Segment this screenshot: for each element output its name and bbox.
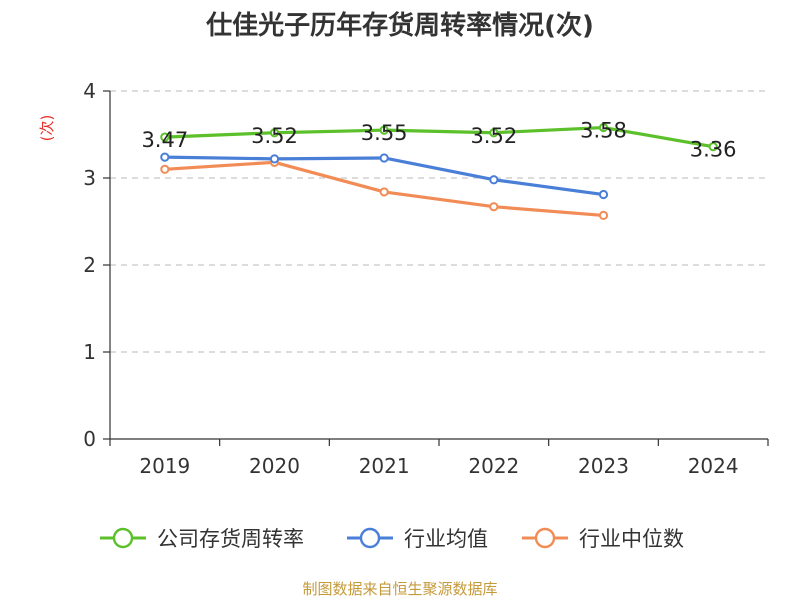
legend-marker: [359, 527, 381, 549]
series-1: [160, 122, 718, 152]
y-axis-label: (次): [38, 115, 56, 142]
data-point: [269, 128, 280, 138]
legend-label: 公司存货周转率: [157, 527, 304, 551]
data-point: [489, 175, 499, 185]
x-tick-label-2021: 2021: [359, 454, 410, 478]
data-point: [489, 202, 499, 212]
data-point: [598, 210, 609, 221]
data-point: [269, 154, 280, 164]
y-tick-label-3: 3: [83, 166, 96, 190]
y-tick-label-4: 4: [83, 79, 96, 103]
series-3: [160, 157, 609, 221]
data-point: [598, 189, 609, 200]
source-note: 制图数据来自恒生聚源数据库: [302, 580, 497, 598]
legend-marker: [112, 527, 134, 549]
legend: 公司存货周转率 行业均值 行业中位数: [100, 527, 684, 551]
data-point: [379, 125, 389, 135]
data-point: [379, 153, 389, 163]
axes: 0 1 2 3 4 2019 2020 2021 2022 2023 2024: [83, 79, 769, 478]
data-point: [708, 142, 718, 152]
data-label: 3.36: [690, 138, 737, 162]
series-line-1: [164, 125, 714, 149]
data-point: [379, 187, 389, 197]
y-tick-label-0: 0: [83, 427, 96, 451]
data-point: [598, 122, 609, 133]
data-label: 3.58: [580, 119, 627, 143]
data-point: [160, 132, 170, 142]
legend-item-1: 公司存货周转率: [100, 527, 304, 551]
x-tick-label-2022: 2022: [468, 454, 519, 478]
data-point: [160, 164, 170, 174]
x-tick-label-2019: 2019: [139, 454, 190, 478]
legend-item-2: 行业均值: [347, 527, 488, 551]
data-label: 3.55: [361, 121, 408, 145]
data-point: [489, 128, 499, 138]
y-tick-label-1: 1: [83, 340, 96, 364]
x-tick-label-2024: 2024: [688, 454, 739, 478]
legend-label: 行业均值: [404, 527, 488, 551]
data-label: 3.52: [470, 124, 517, 148]
data-labels: 3.47 3.52 3.55 3.52 3.58 3.36: [141, 119, 736, 162]
legend-marker: [534, 527, 556, 549]
data-point: [160, 152, 170, 162]
data-label: 3.52: [251, 124, 298, 148]
y-tick-label-2: 2: [83, 253, 96, 277]
data-label: 3.47: [141, 128, 188, 152]
legend-label: 行业中位数: [579, 527, 684, 551]
x-tick-label-2023: 2023: [578, 454, 629, 478]
series-2: [160, 152, 609, 200]
x-tick-label-2020: 2020: [249, 454, 300, 478]
series-layer: [160, 122, 718, 221]
chart-title: 仕佳光子历年存货周转率情况(次): [205, 10, 594, 41]
legend-item-3: 行业中位数: [522, 527, 684, 551]
